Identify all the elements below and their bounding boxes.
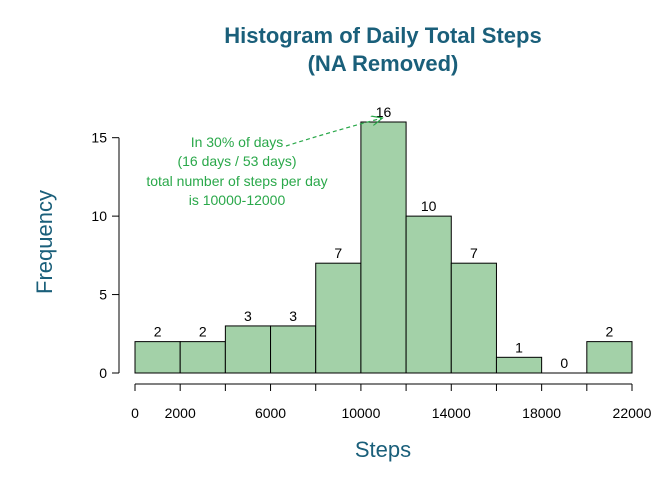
bars-layer (134, 121, 633, 374)
bar-count-label: 10 (421, 198, 437, 214)
y-tick-label: 0 (99, 365, 107, 381)
bar-count-label: 16 (376, 104, 392, 120)
annotation-line: (16 days / 53 days) (177, 153, 296, 169)
x-tick-label: 22000 (613, 405, 652, 421)
y-axis: 0 5 10 15 (91, 130, 120, 381)
histogram-bar (450, 262, 497, 374)
x-axis-label: Steps (355, 437, 411, 462)
x-tick-label: 10000 (341, 405, 380, 421)
histogram-bar (179, 341, 226, 374)
x-tick-label: 6000 (255, 405, 286, 421)
annotation-line: is 10000-12000 (189, 192, 286, 208)
bar-count-label: 3 (244, 308, 252, 324)
histogram-bar (405, 215, 452, 374)
chart-title-line2: (NA Removed) (308, 51, 459, 76)
y-axis-label: Frequency (32, 190, 57, 294)
annotation-arrow (285, 118, 383, 147)
bar-count-label: 7 (334, 245, 342, 261)
bar-count-label: 7 (470, 245, 478, 261)
x-tick-label: 2000 (165, 405, 196, 421)
histogram-bar (495, 356, 543, 374)
y-tick-label: 15 (91, 130, 107, 146)
bar-count-label: 2 (606, 324, 614, 340)
x-tick-label: 14000 (432, 405, 471, 421)
bar-count-label: 2 (154, 324, 162, 340)
histogram-bar (360, 121, 407, 374)
bar-count-label: 2 (199, 324, 207, 340)
x-axis: 0 2000 6000 10000 14000 18000 22000 (131, 383, 652, 421)
histogram-bar (315, 262, 362, 374)
y-tick-label: 5 (99, 287, 107, 303)
histogram-bar (586, 341, 633, 374)
x-tick-label: 18000 (522, 405, 561, 421)
histogram-bar (224, 325, 272, 374)
histogram-bar (270, 325, 317, 374)
annotation-line: In 30% of days (191, 134, 284, 150)
bar-count-label: 0 (560, 355, 568, 371)
bar-count-label: 1 (515, 339, 523, 355)
histogram-bar (134, 341, 181, 374)
bar-count-label: 3 (289, 308, 297, 324)
annotation: In 30% of days (16 days / 53 days) total n… (146, 118, 382, 208)
y-tick-label: 10 (91, 208, 107, 224)
annotation-line: total number of steps per day (146, 173, 327, 189)
x-tick-label: 0 (131, 405, 139, 421)
chart-title-line1: Histogram of Daily Total Steps (224, 23, 541, 48)
